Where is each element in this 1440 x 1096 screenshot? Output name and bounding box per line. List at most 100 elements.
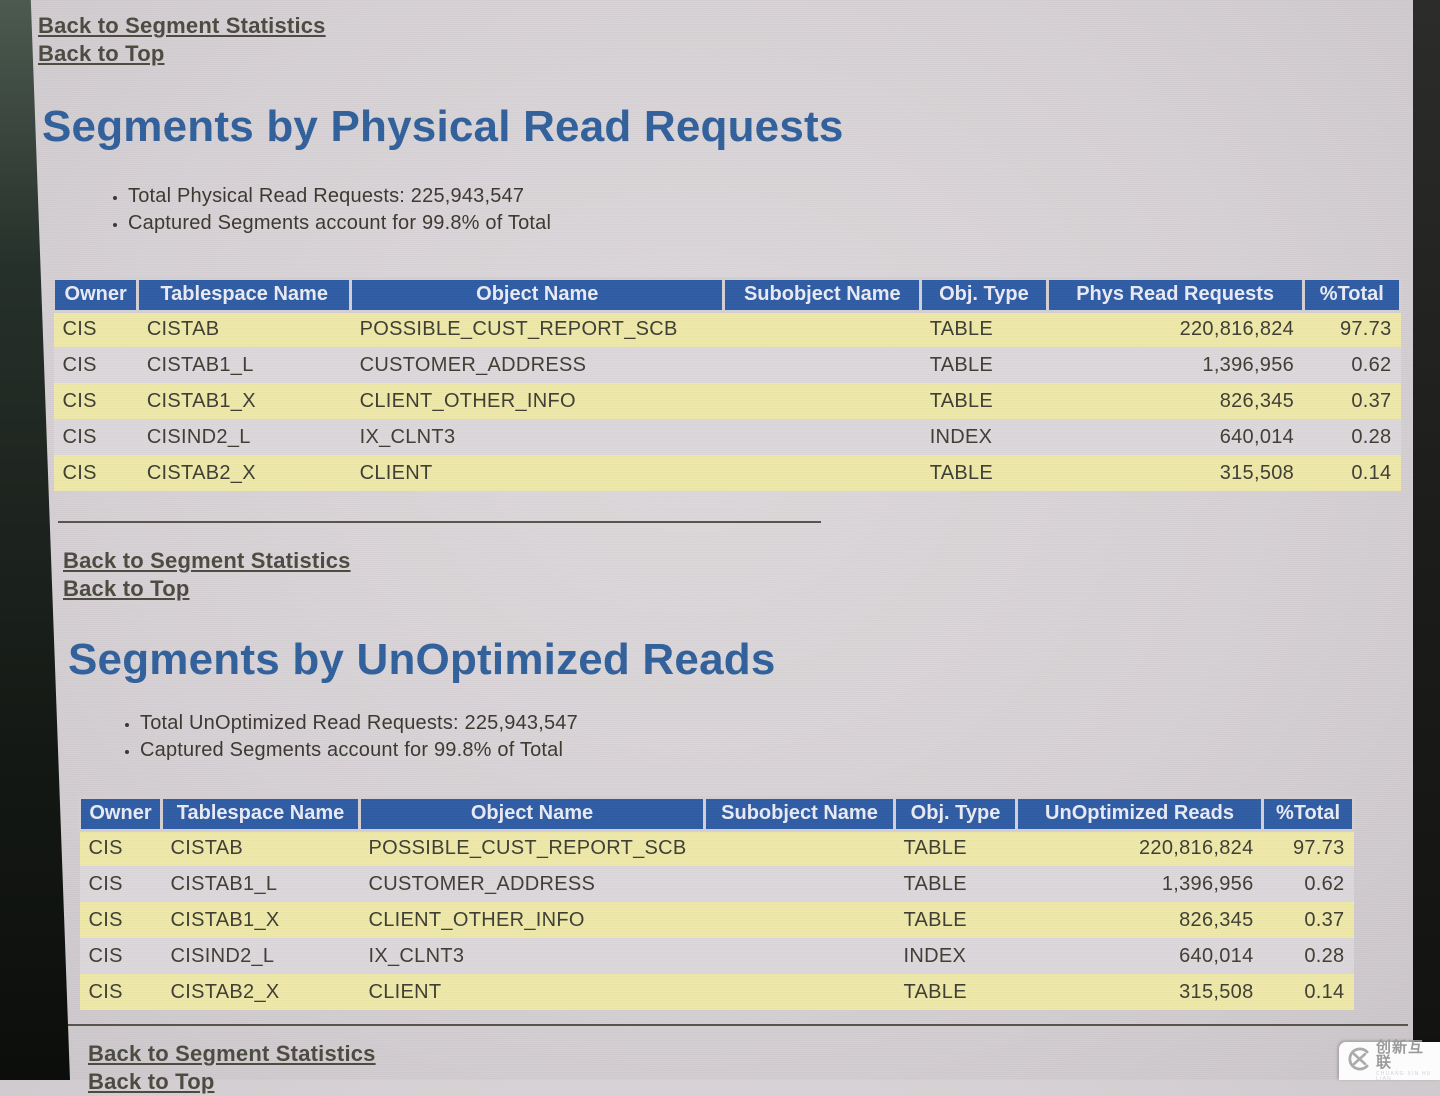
- cell-obj-type: TABLE: [894, 974, 1017, 1011]
- section-divider: [68, 1024, 1408, 1027]
- cell-object-name: IX_CLNT3: [350, 419, 724, 456]
- physical-read-requests-table: Owner Tablespace Name Object Name Subobj…: [51, 276, 1403, 492]
- col-header-subobject-name: Subobject Name: [703, 795, 896, 832]
- table-row: CIS CISTAB1_X CLIENT_OTHER_INFO TABLE 82…: [53, 383, 1401, 420]
- col-header-obj-type: Obj. Type: [893, 795, 1018, 832]
- cell-phys-reads: 315,508: [1047, 455, 1304, 492]
- cell-object-name: CUSTOMER_ADDRESS: [359, 866, 705, 903]
- cell-tablespace: CISTAB1_L: [161, 866, 360, 903]
- cell-obj-type: TABLE: [920, 347, 1048, 384]
- cell-owner: CIS: [79, 866, 162, 903]
- cell-owner: CIS: [53, 383, 138, 420]
- cell-phys-reads: 826,345: [1047, 383, 1304, 420]
- summary-list: Total Physical Read Requests: 225,943,54…: [88, 183, 1440, 237]
- summary-bullet-captured: Captured Segments account for 99.8% of T…: [140, 737, 1440, 764]
- cell-tablespace: CISTAB1_X: [137, 383, 351, 420]
- section-physical-read-requests: Back to Segment Statistics Back to Top S…: [38, 12, 1440, 603]
- back-to-top-link[interactable]: Back to Top: [88, 1069, 215, 1095]
- cell-subobject: [704, 830, 895, 867]
- cell-object-name: CLIENT_OTHER_INFO: [350, 383, 724, 420]
- back-to-segment-statistics-link[interactable]: Back to Segment Statistics: [38, 13, 326, 38]
- summary-list: Total UnOptimized Read Requests: 225,943…: [100, 710, 1440, 764]
- cell-obj-type: TABLE: [920, 455, 1048, 492]
- unoptimized-reads-table: Owner Tablespace Name Object Name Subobj…: [78, 795, 1355, 1011]
- cell-tablespace: CISTAB1_X: [161, 902, 360, 939]
- cell-phys-reads: 640,014: [1047, 419, 1304, 456]
- cell-owner: CIS: [79, 938, 162, 975]
- top-nav-links: Back to Segment Statistics Back to Top: [38, 12, 1440, 68]
- col-header-owner: Owner: [78, 795, 163, 832]
- cell-phys-reads: 1,396,956: [1047, 347, 1304, 384]
- cell-pct-total: 0.37: [1262, 902, 1354, 939]
- cell-object-name: CUSTOMER_ADDRESS: [350, 347, 724, 384]
- bottom-nav-links: Back to Segment Statistics Back to Top: [88, 1040, 1440, 1096]
- watermark-caption: CHUANG XIN HU LIAN: [1376, 1071, 1432, 1082]
- back-to-segment-statistics-link[interactable]: Back to Segment Statistics: [88, 1041, 376, 1067]
- cell-owner: CIS: [53, 455, 138, 492]
- col-header-object-name: Object Name: [358, 795, 706, 832]
- col-header-tablespace-name: Tablespace Name: [136, 276, 353, 313]
- cell-subobject: [704, 938, 895, 975]
- cell-unoptimized-reads: 220,816,824: [1016, 830, 1263, 867]
- table-row: CIS CISTAB1_L CUSTOMER_ADDRESS TABLE 1,3…: [53, 347, 1401, 384]
- cell-subobject: [723, 419, 921, 456]
- table-row: CIS CISTAB POSSIBLE_CUST_REPORT_SCB TABL…: [53, 311, 1401, 348]
- cell-owner: CIS: [53, 347, 138, 384]
- watermark-text: 创新互联 CHUANG XIN HU LIAN: [1376, 1040, 1435, 1082]
- col-header-object-name: Object Name: [349, 276, 726, 313]
- cell-tablespace: CISTAB2_X: [161, 974, 360, 1011]
- cell-tablespace: CISTAB2_X: [137, 455, 351, 492]
- cell-owner: CIS: [79, 902, 162, 939]
- watermark-brand: 创新互联: [1376, 1039, 1425, 1071]
- cell-object-name: CLIENT: [350, 455, 724, 492]
- cell-subobject: [723, 383, 921, 420]
- cell-phys-reads: 220,816,824: [1047, 311, 1304, 348]
- col-header-pct-total: %Total: [1261, 795, 1355, 832]
- mid-nav-links: Back to Segment Statistics Back to Top: [63, 547, 1440, 603]
- cell-pct-total: 0.28: [1303, 419, 1401, 456]
- table-row: CIS CISIND2_L IX_CLNT3 INDEX 640,014 0.2…: [53, 419, 1401, 456]
- cell-obj-type: TABLE: [894, 902, 1017, 939]
- col-header-obj-type: Obj. Type: [919, 276, 1049, 313]
- table-row: CIS CISTAB POSSIBLE_CUST_REPORT_SCB TABL…: [79, 830, 1354, 867]
- cell-pct-total: 0.14: [1262, 974, 1354, 1011]
- cell-pct-total: 97.73: [1303, 311, 1401, 348]
- chuangxin-logo-icon: [1346, 1046, 1372, 1077]
- cell-obj-type: TABLE: [920, 383, 1048, 420]
- summary-bullet-total: Total Physical Read Requests: 225,943,54…: [128, 183, 1440, 210]
- monitor-bezel-right: [1413, 0, 1440, 1080]
- cell-obj-type: TABLE: [894, 830, 1017, 867]
- cell-unoptimized-reads: 640,014: [1016, 938, 1263, 975]
- cell-object-name: CLIENT_OTHER_INFO: [359, 902, 705, 939]
- col-header-subobject-name: Subobject Name: [722, 276, 923, 313]
- back-to-top-link[interactable]: Back to Top: [63, 576, 190, 602]
- watermark-badge: 创新互联 CHUANG XIN HU LIAN: [1339, 1040, 1440, 1082]
- cell-owner: CIS: [53, 311, 138, 348]
- cell-object-name: IX_CLNT3: [359, 938, 705, 975]
- cell-obj-type: TABLE: [894, 866, 1017, 903]
- table-row: CIS CISTAB2_X CLIENT TABLE 315,508 0.14: [53, 455, 1401, 492]
- section-title-unoptimized-reads: Segments by UnOptimized Reads: [68, 635, 776, 685]
- table-row: CIS CISTAB2_X CLIENT TABLE 315,508 0.14: [79, 974, 1354, 1011]
- table-header-row: Owner Tablespace Name Object Name Subobj…: [78, 795, 1355, 832]
- cell-owner: CIS: [79, 830, 162, 867]
- back-to-segment-statistics-link[interactable]: Back to Segment Statistics: [63, 548, 351, 574]
- col-header-pct-total: %Total: [1301, 276, 1403, 313]
- cell-object-name: CLIENT: [359, 974, 705, 1011]
- table-row: CIS CISTAB1_X CLIENT_OTHER_INFO TABLE 82…: [79, 902, 1354, 939]
- table-header-row: Owner Tablespace Name Object Name Subobj…: [51, 276, 1403, 313]
- col-header-unoptimized-reads: UnOptimized Reads: [1015, 795, 1264, 832]
- cell-pct-total: 97.73: [1262, 830, 1354, 867]
- cell-subobject: [704, 902, 895, 939]
- cell-subobject: [723, 311, 921, 348]
- summary-bullet-total: Total UnOptimized Read Requests: 225,943…: [140, 710, 1440, 737]
- col-header-owner: Owner: [51, 276, 140, 313]
- cell-owner: CIS: [79, 974, 162, 1011]
- back-to-top-link[interactable]: Back to Top: [38, 41, 165, 66]
- cell-tablespace: CISIND2_L: [137, 419, 351, 456]
- cell-subobject: [704, 866, 895, 903]
- cell-subobject: [723, 455, 921, 492]
- cell-tablespace: CISTAB: [137, 311, 351, 348]
- col-header-tablespace-name: Tablespace Name: [160, 795, 361, 832]
